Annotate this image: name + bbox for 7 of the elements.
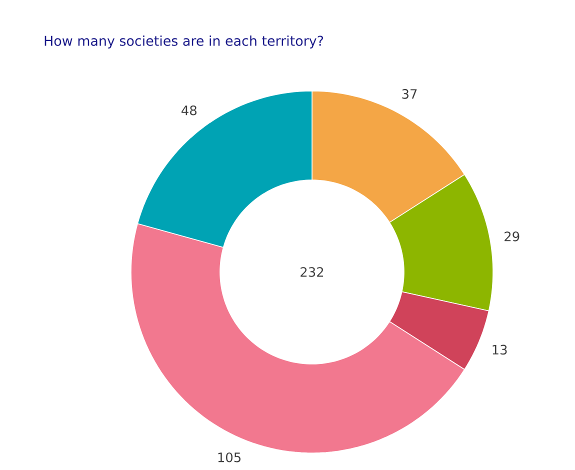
data-label: 105 bbox=[218, 452, 240, 462]
data-label: 48 bbox=[182, 105, 197, 116]
chart-title: How many societies are in each territory? bbox=[44, 35, 324, 49]
data-label: 29 bbox=[504, 232, 520, 242]
text: 232 bbox=[300, 267, 324, 277]
data-label: 13 bbox=[492, 344, 507, 355]
data-label: 37 bbox=[402, 89, 417, 99]
